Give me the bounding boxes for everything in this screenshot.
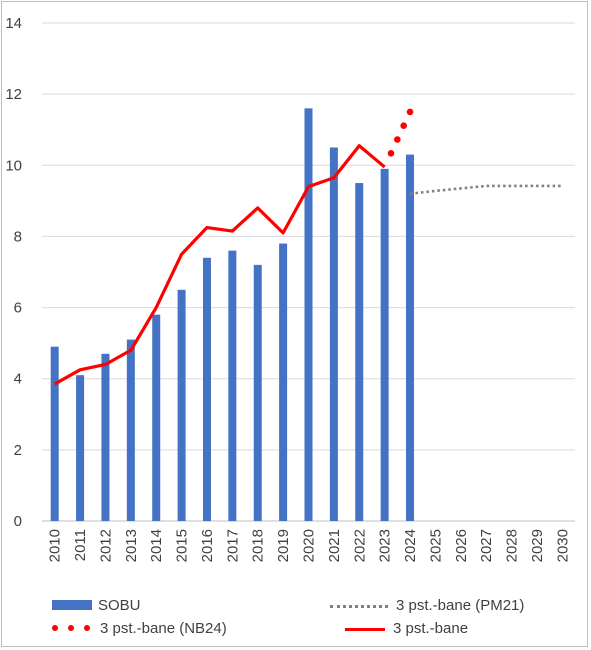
x-tick-label: 2021 <box>326 529 343 562</box>
x-tick-label: 2028 <box>504 529 521 562</box>
bar-sobu <box>406 154 415 521</box>
x-tick-label: 2019 <box>275 529 292 562</box>
x-tick-label: 2014 <box>148 529 165 562</box>
x-tick-label: 2011 <box>72 529 89 561</box>
line-3pst-bane-pm21 <box>409 184 563 196</box>
x-tick-label: 2012 <box>97 529 114 562</box>
x-tick-label: 2024 <box>402 529 419 562</box>
x-tick-label: 2025 <box>427 529 444 562</box>
dot-3pst-bane-nb24 <box>394 136 401 143</box>
x-tick-label: 2018 <box>250 529 267 562</box>
y-tick-label: 14 <box>5 15 22 32</box>
x-tick-label: 2016 <box>199 529 216 562</box>
x-tick-label: 2023 <box>377 529 394 562</box>
bar-sobu <box>50 346 59 521</box>
dot-3pst-bane-nb24 <box>406 108 414 116</box>
bar-sobu <box>126 339 135 521</box>
bar-sobu <box>228 250 237 521</box>
bar-sobu <box>202 257 211 521</box>
x-tick-label: 2030 <box>554 529 571 562</box>
x-tick-label: 2022 <box>351 529 368 562</box>
bar-sobu <box>304 108 313 521</box>
y-tick-label: 12 <box>5 86 22 103</box>
x-tick-label: 2026 <box>453 529 470 562</box>
y-tick-label: 4 <box>14 371 22 388</box>
bar-sobu <box>177 289 186 521</box>
y-tick-label: 6 <box>14 300 22 317</box>
bar-sobu <box>101 353 110 521</box>
line-3pst-bane <box>53 144 386 386</box>
dot-3pst-bane-nb24 <box>400 122 407 130</box>
y-tick-label: 10 <box>5 157 22 174</box>
bar-sobu <box>253 264 262 521</box>
x-tick-label: 2027 <box>478 529 495 562</box>
bar-sobu <box>355 183 364 522</box>
x-tick-label: 2013 <box>123 529 140 562</box>
x-tick-label: 2020 <box>301 529 318 562</box>
y-tick-label: 2 <box>14 442 22 459</box>
x-tick-label: 2029 <box>529 529 546 562</box>
bar-sobu <box>279 243 288 522</box>
bar-sobu <box>152 314 161 521</box>
x-tick-label: 2015 <box>174 529 191 562</box>
x-tick-label: 2010 <box>47 529 64 562</box>
dot-3pst-bane-nb24 <box>387 149 395 157</box>
bar-sobu <box>329 147 338 521</box>
y-tick-label: 0 <box>14 513 22 530</box>
bar-sobu <box>380 168 389 522</box>
y-tick-label: 8 <box>14 228 22 245</box>
x-tick-label: 2017 <box>224 529 241 562</box>
bar-sobu <box>76 375 85 521</box>
